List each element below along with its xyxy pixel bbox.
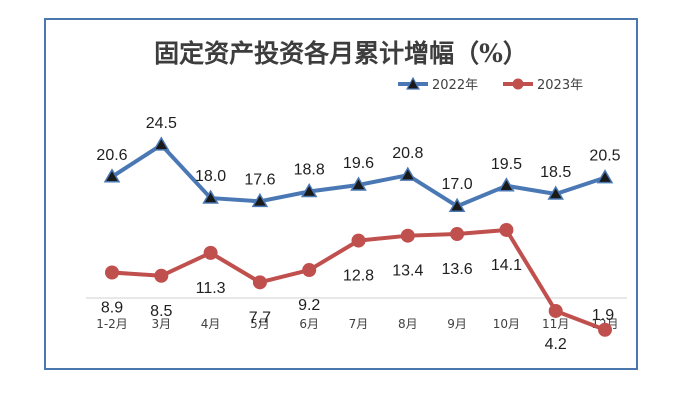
data-point-circle — [252, 275, 267, 290]
chart-title: 固定资产投资各月累计增幅（%） — [154, 39, 528, 68]
plot-area: 20.6 24.5 18.0 17.6 18.8 19.6 20.8 17.0 19.5 18.5… — [96, 115, 620, 353]
chart-frame: 固定资产投资各月累计增幅（%） 2022年 2023年 1-2月 3月 4月 5月 6月… — [44, 18, 638, 370]
data-point-triangle — [251, 192, 269, 208]
x-tick-label: 7月 — [349, 317, 369, 331]
data-point-triangle — [202, 189, 219, 204]
line-chart: 固定资产投资各月累计增幅（%） 2022年 2023年 1-2月 3月 4月 5月 6月… — [86, 39, 627, 353]
data-label: 14.1 — [491, 257, 522, 274]
data-label: 8.5 — [150, 303, 172, 320]
data-point-triangle — [103, 168, 121, 183]
data-label: 4.2 — [545, 336, 567, 353]
data-label: 9.2 — [298, 297, 320, 314]
legend-circle-icon — [512, 78, 524, 90]
data-label: 18.5 — [540, 164, 571, 181]
legend: 2022年 2023年 — [398, 76, 583, 93]
data-label: 12.8 — [343, 268, 374, 285]
data-point-circle — [302, 263, 317, 278]
data-label: 19.5 — [491, 156, 522, 173]
data-point-circle — [499, 222, 514, 237]
data-label: 11.3 — [196, 280, 226, 297]
data-point-triangle — [596, 169, 614, 184]
x-tick-label: 11月 — [542, 317, 569, 331]
data-label: 24.5 — [146, 115, 177, 132]
data-label: 18.8 — [294, 162, 325, 179]
data-label: 17.0 — [442, 176, 473, 193]
data-label: 7.7 — [249, 309, 271, 326]
data-label: 13.6 — [442, 261, 473, 278]
data-label: 20.5 — [589, 148, 620, 165]
x-tick-label: 5月 — [250, 317, 270, 331]
legend-label-2023: 2023年 — [537, 78, 583, 93]
legend-item-2023: 2023年 — [503, 78, 583, 93]
x-tick-label: 9月 — [447, 317, 467, 331]
data-point-circle — [203, 245, 218, 260]
data-point-triangle — [498, 177, 515, 192]
data-point-triangle — [300, 183, 318, 198]
x-tick-label: 3月 — [151, 317, 171, 331]
x-tick-label: 1-2月 — [96, 317, 128, 331]
data-point-circle — [351, 233, 366, 248]
x-tick-labels: 1-2月3月4月5月6月7月8月9月10月11月12月 — [96, 317, 618, 331]
data-label: 20.6 — [96, 147, 127, 164]
data-label: 1.9 — [592, 307, 614, 324]
series-2023年: 8.9 8.5 11.3 7.7 9.2 12.8 13.4 13.6 14.1 4.2 1.9 — [101, 222, 614, 353]
data-point-circle — [548, 303, 563, 318]
legend-item-2022: 2022年 — [398, 76, 478, 93]
data-point-circle — [105, 265, 119, 280]
x-tick-label: 8月 — [398, 317, 418, 331]
data-point-triangle — [350, 176, 367, 191]
data-point-circle — [400, 228, 415, 243]
data-point-triangle — [448, 197, 466, 212]
data-point-triangle — [547, 185, 565, 200]
data-label: 20.8 — [392, 145, 423, 162]
legend-label-2022: 2022年 — [432, 78, 478, 93]
data-point-circle — [450, 227, 465, 242]
data-point-triangle — [152, 136, 170, 151]
x-tick-label: 4月 — [201, 317, 221, 331]
data-label: 17.6 — [244, 171, 275, 188]
series-2022年: 20.6 24.5 18.0 17.6 18.8 19.6 20.8 17.0 19.5 18.5… — [96, 115, 621, 212]
data-label: 19.6 — [343, 155, 374, 172]
x-tick-label: 6月 — [299, 317, 319, 331]
x-tick-label: 10月 — [493, 317, 520, 331]
data-label: 8.9 — [101, 299, 123, 316]
data-point-circle — [598, 322, 612, 337]
data-label: 18.0 — [195, 168, 226, 185]
legend-triangle-icon — [405, 76, 421, 90]
data-point-triangle — [399, 166, 417, 181]
data-point-circle — [154, 268, 169, 283]
data-label: 13.4 — [392, 263, 423, 280]
